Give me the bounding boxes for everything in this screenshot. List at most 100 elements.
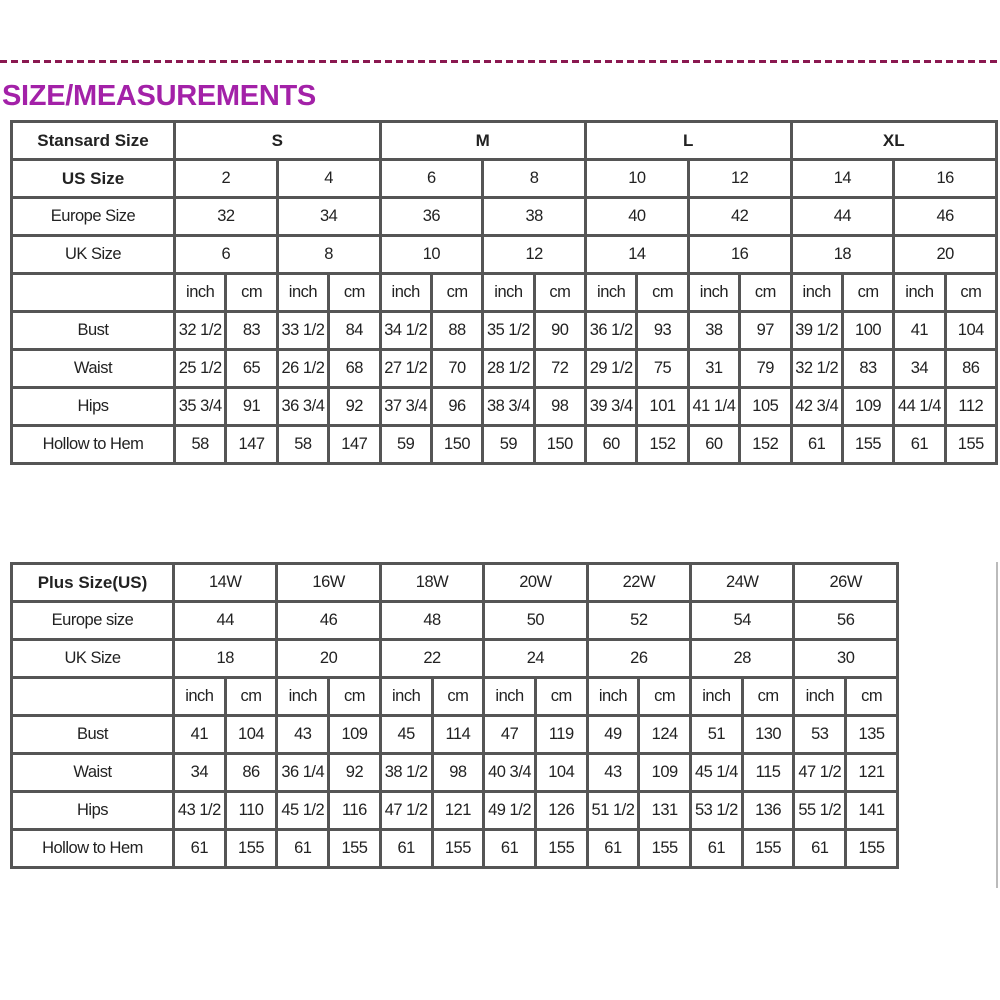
unit-row-cell: cm [533, 676, 589, 717]
unit-row: inch cm inch cm inch cm inch cm inch cm inch cm inch… [10, 676, 899, 717]
unit-row-cell: inch [892, 272, 947, 313]
measurement-value: 28 1/2 [481, 348, 536, 389]
unit-row-cell: inch [686, 272, 742, 313]
measurement-label: Bust [10, 310, 176, 351]
measurement-value: 44 1/4 [892, 386, 947, 427]
uk-size-row-cell: 26 [585, 638, 693, 679]
measurement-value: 121 [844, 752, 899, 793]
europe-size-row-cell: 34 [275, 196, 382, 237]
measurement-value: 115 [740, 752, 796, 793]
unit-row-cell: cm [635, 272, 690, 313]
measurement-value: 42 3/4 [789, 386, 844, 427]
measurement-value: 61 [789, 424, 844, 465]
measurement-value: 155 [637, 828, 693, 869]
unit-row: inch cm inch cm inch cm inch cm inch cm inch cm inch… [10, 272, 999, 313]
unit-row-cell: inch [172, 676, 227, 717]
measurement-value: 61 [275, 828, 331, 869]
uk-size-row-cell: 16 [686, 234, 793, 275]
measurement-value: 92 [327, 386, 382, 427]
measurement-value: 110 [223, 790, 279, 831]
uk-size-row-cell: 20 [275, 638, 382, 679]
us-size-row-cell: 6 [378, 158, 485, 199]
measurement-value: 36 1/2 [583, 310, 639, 351]
measurement-row: Bust 32 1/2 83 33 1/2 84 34 1/2 88 35 1/2 90 36 1… [10, 310, 999, 351]
europe-size-row-cell: 38 [481, 196, 587, 237]
standard-size-row-cell: S [173, 120, 382, 161]
measurement-value: 104 [943, 310, 999, 351]
unit-row-cell: inch [789, 272, 844, 313]
unit-row-cell: inch [275, 676, 331, 717]
measurement-value: 61 [892, 424, 947, 465]
europe-size-row-cell: 40 [584, 196, 690, 237]
measurement-value: 61 [482, 828, 537, 869]
measurement-value: 155 [430, 828, 486, 869]
measurement-value: 36 1/4 [275, 752, 331, 793]
measurement-value: 104 [533, 752, 589, 793]
measurement-value: 105 [738, 386, 793, 427]
measurement-value: 49 1/2 [482, 790, 537, 831]
measurement-value: 86 [943, 348, 999, 389]
measurement-value: 61 [172, 828, 227, 869]
measurement-value: 60 [583, 424, 639, 465]
measurement-value: 126 [533, 790, 589, 831]
us-size-row-cell: 14 [789, 158, 896, 199]
measurement-value: 83 [224, 310, 279, 351]
measurement-value: 119 [533, 714, 589, 755]
measurement-value: 93 [635, 310, 690, 351]
measurement-value: 58 [172, 424, 228, 465]
unit-row-cell: cm [223, 676, 279, 717]
measurement-row: Waist 25 1/2 65 26 1/2 68 27 1/2 70 28 1/2 72 29 … [10, 348, 999, 389]
measurement-value: 86 [223, 752, 279, 793]
us-size-row: US Size 2 4 6 8 10 12 14 16 [10, 158, 998, 199]
measurement-value: 35 1/2 [481, 310, 536, 351]
europe-size-row-cell: 42 [686, 196, 793, 237]
plus-size-row-cell: 16W [275, 562, 382, 603]
measurement-value: 41 [172, 714, 227, 755]
plus-size-row-cell: 20W [482, 562, 589, 603]
measurement-value: 45 [378, 714, 434, 755]
plus-size-row-label: Plus Size(US) [10, 562, 175, 603]
unit-row-label [10, 272, 176, 313]
uk-size-row-cell: 24 [482, 638, 589, 679]
measurement-value: 109 [327, 714, 382, 755]
measurement-value: 114 [430, 714, 486, 755]
europe-size-row-cell: 46 [892, 196, 998, 237]
unit-row-cell: inch [481, 272, 536, 313]
measurement-value: 59 [378, 424, 433, 465]
measurement-value: 155 [844, 828, 899, 869]
measurement-label: Waist [10, 752, 175, 793]
measurement-value: 58 [275, 424, 331, 465]
measurement-value: 35 3/4 [172, 386, 228, 427]
measurement-value: 135 [844, 714, 899, 755]
plus-size-row-cell: 22W [585, 562, 693, 603]
uk-size-row: UK Size 6 8 10 12 14 16 18 20 [10, 234, 998, 275]
measurement-row: Bust 41 104 43 109 45 114 47 119 49 124 51 130 53 135 [10, 714, 899, 755]
uk-size-row-cell: 28 [689, 638, 796, 679]
measurement-value: 43 1/2 [172, 790, 227, 831]
uk-size-row-cell: 18 [171, 638, 279, 679]
measurement-value: 26 1/2 [275, 348, 331, 389]
measurement-value: 51 1/2 [585, 790, 641, 831]
europe-size-row-cell: 56 [792, 600, 899, 641]
measurement-value: 55 1/2 [792, 790, 848, 831]
measurement-value: 97 [738, 310, 793, 351]
uk-size-row-cell: 18 [789, 234, 896, 275]
measurement-value: 34 [892, 348, 947, 389]
europe-size-row: Europe Size 32 34 36 38 40 42 44 46 [10, 196, 998, 237]
measurement-value: 150 [532, 424, 588, 465]
europe-size-row: Europe size 44 46 48 50 52 54 56 [10, 600, 899, 641]
standard-size-row-cell: XL [789, 120, 998, 161]
measurement-value: 43 [275, 714, 331, 755]
uk-size-row-cell: 8 [275, 234, 382, 275]
us-size-row-label: US Size [10, 158, 176, 199]
measurement-value: 155 [327, 828, 382, 869]
unit-row-cell: inch [378, 676, 434, 717]
plus-size-row-cell: 14W [171, 562, 279, 603]
measurement-value: 65 [224, 348, 279, 389]
unit-row-cell: cm [740, 676, 796, 717]
europe-size-row-cell: 44 [789, 196, 896, 237]
measurement-value: 136 [740, 790, 796, 831]
measurement-value: 79 [738, 348, 793, 389]
measurement-value: 109 [840, 386, 896, 427]
measurement-value: 61 [792, 828, 848, 869]
